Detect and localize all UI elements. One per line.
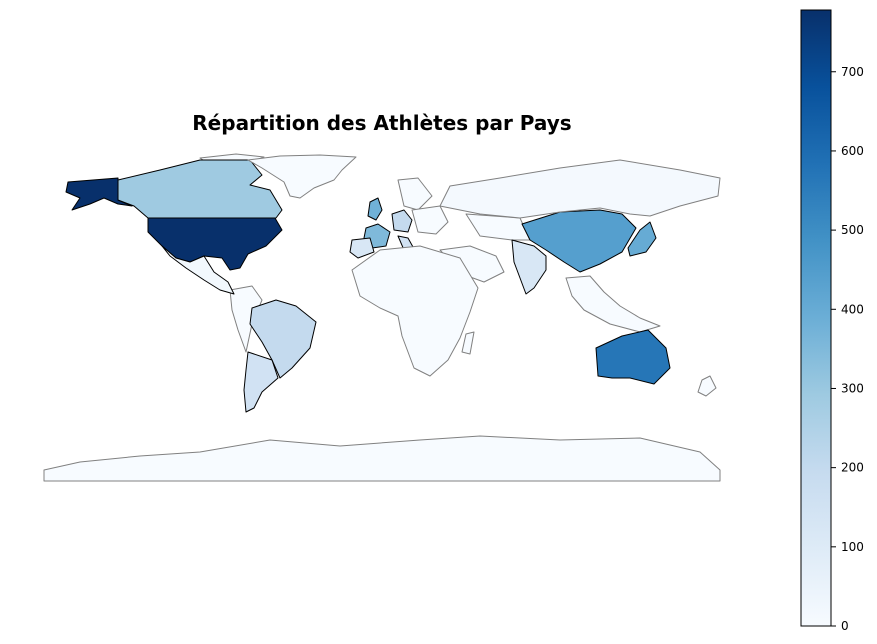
- colorbar-tick-label: 700: [841, 65, 864, 79]
- minor-land-madagascar: [461, 331, 475, 355]
- region-china: [521, 209, 637, 273]
- colorbar-tick-label: 200: [841, 461, 864, 475]
- region-africa: [351, 245, 479, 377]
- region-canada: [117, 159, 283, 219]
- region-japan: [627, 221, 657, 257]
- minor-land-eastern-europe: [411, 205, 449, 235]
- region-united-kingdom: [367, 197, 383, 221]
- minor-land-new-zealand: [697, 375, 717, 397]
- minor-land-scandinavia: [397, 177, 433, 211]
- region-india: [511, 239, 547, 295]
- region-spain: [349, 237, 375, 259]
- colorbar-tick-label: 100: [841, 540, 864, 554]
- colorbar-gradient: [800, 9, 832, 627]
- region-australia: [595, 329, 671, 385]
- colorbar-tick-label: 600: [841, 144, 864, 158]
- chart-title: Répartition des Athlètes par Pays: [192, 111, 571, 135]
- region-united-states: [147, 217, 283, 271]
- region-greenland: [247, 154, 357, 199]
- minor-land-southeast-asia: [565, 275, 661, 333]
- region-russia: [439, 159, 721, 219]
- region-germany: [391, 209, 413, 233]
- colorbar-tick-label: 500: [841, 223, 864, 237]
- region-antarctica: [43, 435, 721, 482]
- region-mexico: [161, 245, 235, 295]
- colorbar: 0 100 200 300 400 500 600 700: [800, 9, 864, 633]
- colorbar-tick-label: 300: [841, 381, 864, 395]
- colorbar-tick-label: 0: [841, 619, 849, 633]
- colorbar-ticks: 0 100 200 300 400 500 600 700: [831, 65, 864, 633]
- region-argentina: [243, 351, 279, 413]
- world-map: [43, 153, 721, 482]
- minor-land-south-america-west: [229, 285, 263, 353]
- region-brazil: [249, 299, 317, 379]
- colorbar-tick-label: 400: [841, 302, 864, 316]
